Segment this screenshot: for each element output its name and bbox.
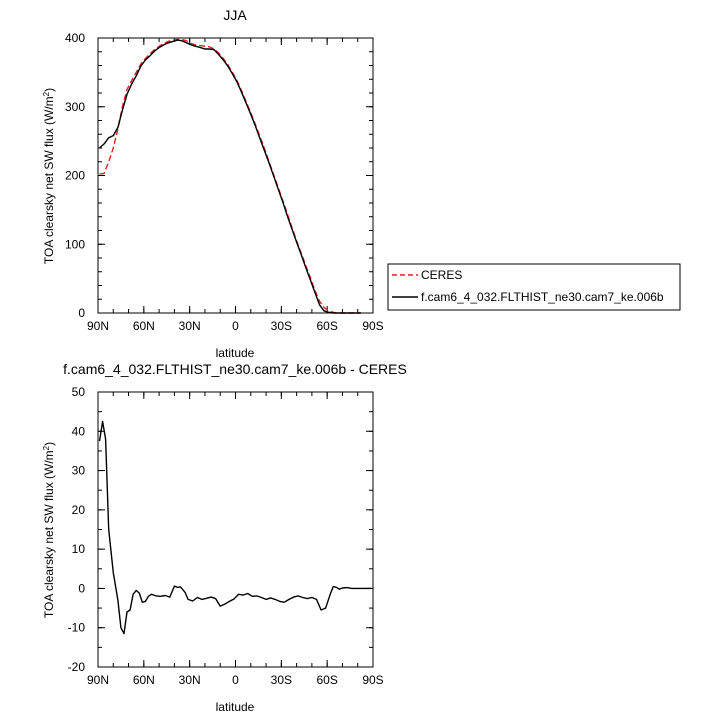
top-y-tick-label: 0 [78,306,85,320]
top-y-axis-label-tail: ) [42,88,56,92]
legend-entry-ceres: CERES [421,268,462,282]
bottom-y-axis-label-tail: ) [42,442,56,446]
top-x-tick-label: 90N [87,319,109,333]
top-x-tick-label: 30N [179,319,201,333]
top-y-axis-label-main: TOA clearsky net SW flux (W/m [42,96,56,264]
top-x-tick-label: 90S [362,319,383,333]
legend-box [387,263,681,311]
top-series-line-ceres [99,38,361,314]
bottom-y-axis-label: TOA clearsky net SW flux (W/m2) [42,442,57,618]
top-x-tick-label: 60N [133,319,155,333]
bottom-x-tick-label: 0 [232,673,239,687]
bottom-x-tick-label: 60S [316,673,337,687]
bottom-series-line-difference [98,420,372,635]
top-plot-frame [97,37,374,314]
legend: CERES f.cam6_4_032.FLTHIST_ne30.cam7_ke.… [387,263,681,311]
bottom-y-tick-label: 10 [72,542,86,556]
bottom-y-tick-label: 30 [72,464,86,478]
top-chart-title: JJA [223,7,247,23]
top-y-tick-label: 400 [65,31,85,45]
bottom-x-tick-label: 90S [362,673,383,687]
top-x-tick-label: 30S [271,319,292,333]
top-y-tick-label: 300 [65,100,85,114]
bottom-y-tick-label: -10 [68,621,86,635]
top-y-tick-label: 100 [65,237,85,251]
top-x-axis-label: latitude [216,346,255,360]
bottom-y-tick-label: 40 [72,424,86,438]
bottom-x-tick-label: 30S [271,673,292,687]
top-y-axis-label: TOA clearsky net SW flux (W/m2) [42,88,57,264]
top-series-line-f-cam6-4-032-flthist-ne30-cam7-ke-006b [99,39,361,314]
top-x-tick-label: 0 [232,319,239,333]
top-y-tick-label: 200 [65,169,85,183]
top-x-tick-label: 60S [316,319,337,333]
bottom-y-tick-label: 50 [72,385,86,399]
top-panel: JJA latitude TOA clearsky net SW flux (W… [42,7,384,360]
bottom-chart-title: f.cam6_4_032.FLTHIST_ne30.cam7_ke.006b -… [63,361,407,377]
legend-entry-model: f.cam6_4_032.FLTHIST_ne30.cam7_ke.006b [421,290,664,304]
bottom-plot-frame [97,391,374,668]
bottom-y-axis-label-superscript: 2 [42,445,51,450]
bottom-y-axis-label-main: TOA clearsky net SW flux (W/m [42,450,56,618]
bottom-y-tick-label: -20 [68,660,86,674]
bottom-plot-area: 90N 60N 30N 0 30S 60S 90S -20 -10 0 10 20 30 40 50 [68,385,384,687]
bottom-x-axis-label: latitude [216,700,255,714]
bottom-y-tick-label: 20 [72,503,86,517]
bottom-x-tick-label: 60N [133,673,155,687]
bottom-y-tick-label: 0 [78,581,85,595]
bottom-x-tick-label: 90N [87,673,109,687]
top-y-axis-label-superscript: 2 [42,91,51,96]
bottom-x-tick-label: 30N [179,673,201,687]
bottom-panel: f.cam6_4_032.FLTHIST_ne30.cam7_ke.006b -… [42,361,407,714]
top-plot-area: 90N 60N 30N 0 30S 60S 90S 0 100 200 300 400 [65,31,384,333]
